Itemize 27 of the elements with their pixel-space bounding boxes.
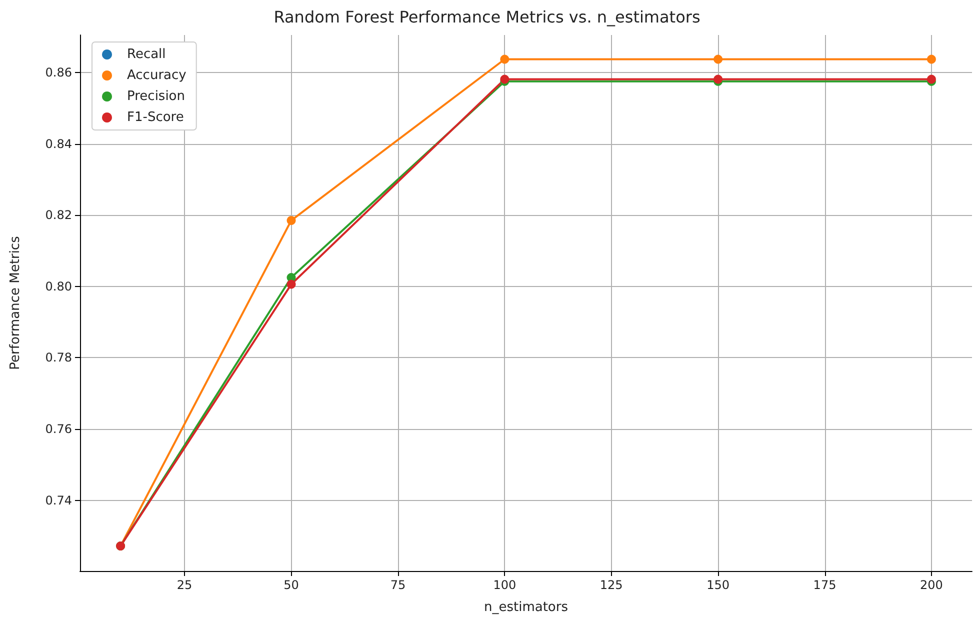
point bbox=[714, 54, 723, 64]
x-tick-label: 75 bbox=[390, 578, 406, 592]
x-tick-label: 50 bbox=[284, 578, 299, 592]
y-tick-label: 0.78 bbox=[45, 350, 72, 365]
point bbox=[500, 54, 510, 64]
y-tick-label: 0.82 bbox=[45, 208, 72, 222]
legend-label: Precision bbox=[127, 89, 186, 104]
x-tick-label: 25 bbox=[176, 578, 192, 592]
y-tick-label: 0.80 bbox=[45, 279, 72, 294]
x-tick-label: 125 bbox=[600, 578, 623, 592]
y-axis-title: Performance Metrics bbox=[8, 236, 23, 370]
y-tick-label: 0.76 bbox=[45, 422, 72, 436]
legend-label: Recall bbox=[127, 47, 166, 62]
x-tick-label: 100 bbox=[493, 578, 516, 592]
y-tick-label: 0.74 bbox=[45, 493, 72, 508]
y-tick-label: 0.84 bbox=[45, 136, 72, 151]
y-tick-label: 0.86 bbox=[45, 65, 72, 80]
chart-title: Random Forest Performance Metrics vs. n_estimators bbox=[274, 8, 700, 26]
point bbox=[286, 280, 296, 289]
x-tick-label: 175 bbox=[813, 578, 836, 592]
x-tick-label: 200 bbox=[920, 578, 943, 592]
legend-label: F1-Score bbox=[127, 110, 184, 125]
x-axis-title: n_estimators bbox=[484, 600, 568, 615]
point bbox=[286, 216, 296, 225]
point bbox=[926, 54, 936, 64]
legend-label: Accuracy bbox=[127, 68, 187, 83]
x-tick-label: 150 bbox=[706, 578, 730, 592]
